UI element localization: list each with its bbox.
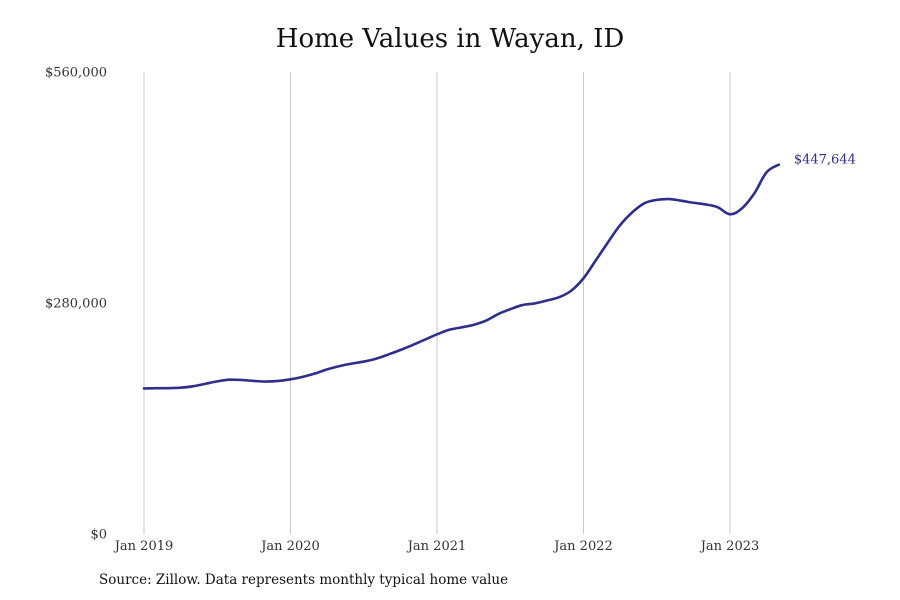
- x-axis-ticks: Jan 2019 Jan 2020 Jan 2021 Jan 2022 Jan 2023: [113, 539, 760, 554]
- y-tick-label: $560,000: [45, 66, 107, 81]
- y-tick-label: $0: [90, 528, 107, 543]
- series-line: [142, 163, 781, 390]
- x-tick-label: Jan 2022: [552, 539, 613, 554]
- x-tick-label: Jan 2019: [113, 539, 174, 554]
- chart-title: Home Values in Wayan, ID: [275, 24, 625, 54]
- source-note: Source: Zillow. Data represents monthly …: [99, 572, 509, 588]
- grid-lines: [143, 72, 731, 534]
- x-tick-label: Jan 2021: [406, 539, 467, 554]
- x-tick-label: Jan 2020: [259, 539, 320, 554]
- x-tick-label: Jan 2023: [699, 539, 760, 554]
- end-value-label: $447,644: [794, 153, 856, 168]
- y-axis-ticks: $0 $280,000 $560,000: [45, 66, 107, 543]
- y-tick-label: $280,000: [45, 297, 107, 312]
